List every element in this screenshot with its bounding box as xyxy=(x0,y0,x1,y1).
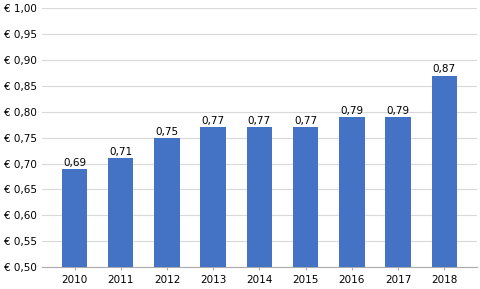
Text: 0,79: 0,79 xyxy=(340,106,363,116)
Bar xyxy=(61,169,87,267)
Text: 0,77: 0,77 xyxy=(247,116,270,126)
Text: 0,77: 0,77 xyxy=(293,116,317,126)
Text: 0,69: 0,69 xyxy=(63,158,86,168)
Bar xyxy=(246,127,272,267)
Bar xyxy=(200,127,226,267)
Bar xyxy=(154,138,180,267)
Bar xyxy=(384,117,410,267)
Text: 0,77: 0,77 xyxy=(201,116,224,126)
Bar xyxy=(338,117,364,267)
Text: 0,71: 0,71 xyxy=(109,147,132,158)
Text: 0,79: 0,79 xyxy=(386,106,409,116)
Bar xyxy=(292,127,318,267)
Bar xyxy=(108,158,133,267)
Text: 0,75: 0,75 xyxy=(155,127,178,137)
Text: 0,87: 0,87 xyxy=(432,64,455,75)
Bar xyxy=(431,75,456,267)
